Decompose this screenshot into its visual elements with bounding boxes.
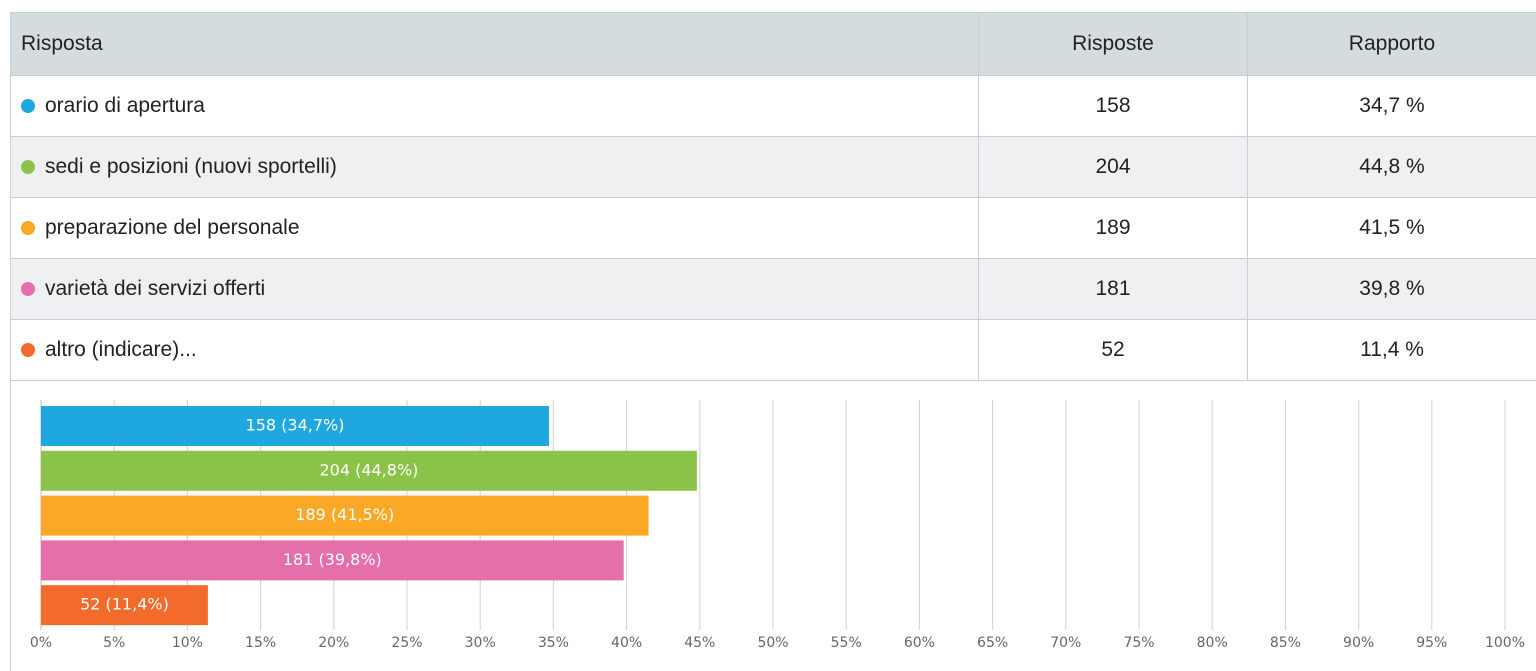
cell-text: 34,7 %	[1359, 94, 1425, 117]
bar-label: 158 (34,7%)	[246, 416, 345, 435]
table-row: preparazione del personale 189 41,5 %	[11, 197, 1536, 259]
table-cell: altro (indicare)...	[11, 319, 979, 381]
table-row: altro (indicare)... 52 11,4 %	[11, 319, 1536, 381]
table-cell: 52	[978, 319, 1248, 381]
legend-dot	[21, 282, 35, 296]
table-cell: 39,8 %	[1247, 258, 1536, 320]
table-cell: 11,4 %	[1247, 319, 1536, 381]
cell-text: varietà dei servizi offerti	[45, 277, 266, 300]
table-cell: sedi e posizioni (nuovi sportelli)	[11, 136, 979, 198]
x-tick-label: 20%	[318, 635, 349, 651]
bar	[41, 540, 624, 581]
cell-text: 39,8 %	[1359, 277, 1425, 300]
cell-text: 204	[1095, 155, 1131, 178]
x-tick-label: 10%	[172, 635, 203, 651]
bar-label: 52 (11,4%)	[80, 595, 169, 614]
table-cell: varietà dei servizi offerti	[11, 258, 979, 320]
cell-text: orario di apertura	[45, 94, 205, 117]
x-tick-label: 35%	[538, 635, 569, 651]
cell-text: 44,8 %	[1359, 155, 1425, 178]
x-tick-label: 65%	[977, 635, 1008, 651]
table-cell: 41,5 %	[1247, 197, 1536, 259]
cell-text: sedi e posizioni (nuovi sportelli)	[45, 155, 337, 178]
x-tick-label: 55%	[831, 635, 862, 651]
bar-label: 189 (41,5%)	[295, 505, 394, 524]
x-tick-label: 95%	[1416, 635, 1447, 651]
x-tick-label: 80%	[1197, 635, 1228, 651]
x-tick-label: 100%	[1485, 635, 1525, 651]
table-cell: 34,7 %	[1247, 75, 1536, 137]
x-tick-label: 15%	[245, 635, 276, 651]
bar-label: 181 (39,8%)	[283, 550, 382, 569]
x-tick-label: 50%	[757, 635, 788, 651]
legend-dot	[21, 99, 35, 113]
table-row: varietà dei servizi offerti 181 39,8 %	[11, 258, 1536, 320]
table-cell: 204	[978, 136, 1248, 198]
table-cell: orario di apertura	[11, 75, 979, 137]
bar	[41, 450, 697, 491]
header-row: Risposta Risposte Rapporto	[11, 13, 1536, 76]
x-tick-label: 70%	[1050, 635, 1081, 651]
table-cell: 44,8 %	[1247, 136, 1536, 198]
table-cell: preparazione del personale	[11, 197, 979, 259]
cell-text: 11,4 %	[1360, 338, 1424, 361]
cell-text: 189	[1095, 216, 1131, 239]
legend-dot	[21, 221, 35, 235]
x-tick-label: 45%	[684, 635, 715, 651]
legend-dot	[21, 160, 35, 174]
cell-text: 181	[1095, 277, 1131, 300]
bar	[41, 495, 649, 536]
x-tick-label: 5%	[103, 635, 125, 651]
header-cell: Rapporto	[1247, 13, 1536, 76]
bar	[41, 585, 208, 626]
table-cell: 189	[978, 197, 1248, 259]
cell-text: preparazione del personale	[45, 216, 300, 239]
header-cell: Risposta	[11, 13, 979, 76]
table-cell: 158	[978, 75, 1248, 137]
x-tick-label: 0%	[30, 635, 52, 651]
x-tick-label: 60%	[904, 635, 935, 651]
cell-text: 158	[1095, 94, 1131, 117]
header-cell: Risposte	[978, 13, 1248, 76]
x-tick-label: 85%	[1270, 635, 1301, 651]
table-row: sedi e posizioni (nuovi sportelli) 204 44,…	[11, 136, 1536, 198]
cell-text: 52	[1101, 338, 1125, 361]
x-tick-label: 30%	[465, 635, 496, 651]
legend-dot	[21, 343, 35, 357]
x-tick-label: 75%	[1123, 635, 1154, 651]
results-panel: Risposta Risposte Rapporto orario di ape…	[10, 12, 1536, 671]
cell-text: 41,5 %	[1359, 216, 1425, 239]
results-table: Risposta Risposte Rapporto orario di ape…	[11, 13, 1536, 381]
table-cell: 181	[978, 258, 1248, 320]
cell-text: altro (indicare)...	[45, 338, 197, 361]
x-tick-label: 90%	[1343, 635, 1374, 651]
x-tick-label: 40%	[611, 635, 642, 651]
bar	[41, 406, 550, 446]
x-tick-label: 25%	[391, 635, 422, 651]
table-row: orario di apertura 158 34,7 %	[11, 75, 1536, 137]
bar-label: 204 (44,8%)	[319, 460, 418, 479]
